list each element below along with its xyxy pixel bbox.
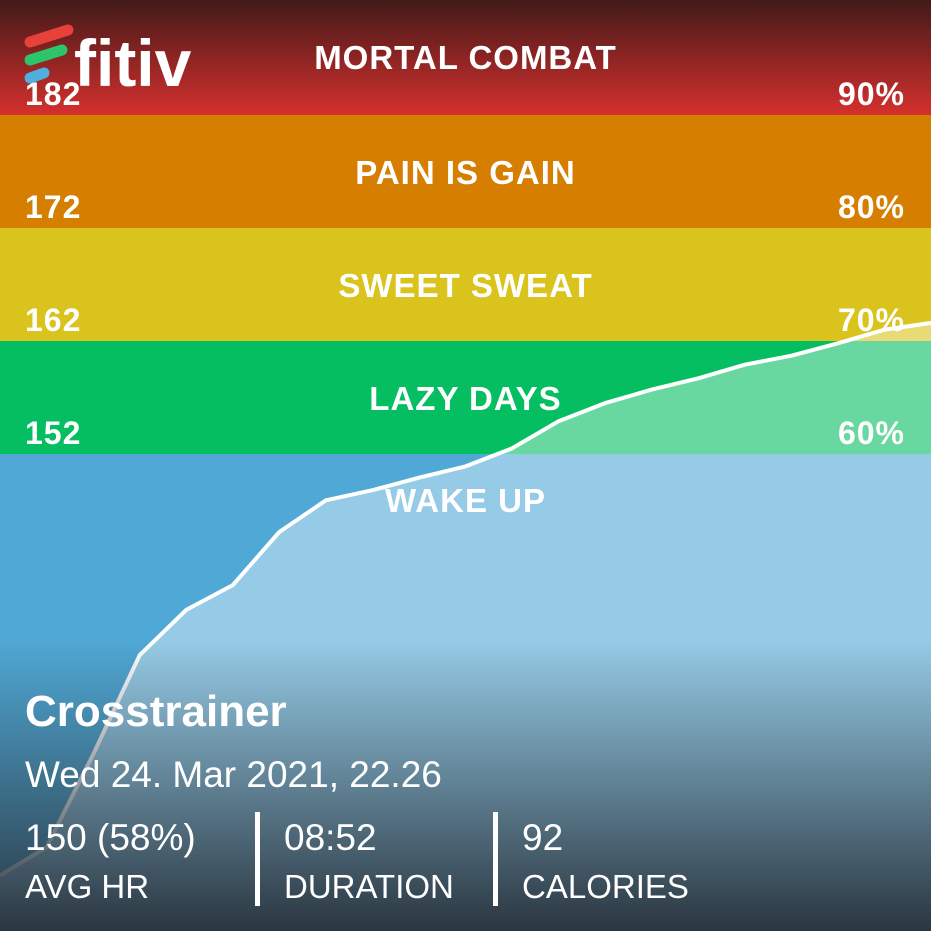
stat-label: CALORIES — [522, 868, 689, 905]
zone-name: WAKE UP — [385, 482, 546, 519]
logo-stroke — [24, 44, 68, 66]
workout-title: Crosstrainer — [25, 687, 287, 736]
zone-percent: 90% — [838, 76, 905, 112]
bottom-shade — [0, 640, 931, 931]
workout-date: Wed 24. Mar 2021, 22.26 — [25, 754, 442, 795]
zone-name: PAIN IS GAIN — [355, 154, 575, 191]
stat-value: 150 (58%) — [25, 817, 196, 858]
zone-percent: 80% — [838, 189, 905, 225]
logo-stroke — [24, 24, 74, 48]
zone-band — [0, 115, 931, 228]
stat-divider — [493, 812, 498, 906]
stat-value: 92 — [522, 817, 563, 858]
stat-label: AVG HR — [25, 868, 149, 905]
zone-percent: 70% — [838, 302, 905, 338]
zone-band — [0, 228, 931, 341]
stat-divider — [255, 812, 260, 906]
zone-name: LAZY DAYS — [369, 380, 561, 417]
zone-bpm: 162 — [25, 302, 81, 338]
logo: fitiv — [24, 24, 192, 100]
zone-name: SWEET SWEAT — [338, 267, 592, 304]
zone-name: MORTAL COMBAT — [314, 39, 617, 76]
stat-value: 08:52 — [284, 817, 377, 858]
zone-percent: 60% — [838, 415, 905, 451]
top-shade — [0, 0, 931, 115]
logo-text: fitiv — [74, 26, 192, 100]
stat-label: DURATION — [284, 868, 454, 905]
zone-bpm: 172 — [25, 189, 81, 225]
logo-stroke — [24, 67, 50, 84]
zone-bpm: 152 — [25, 415, 81, 451]
